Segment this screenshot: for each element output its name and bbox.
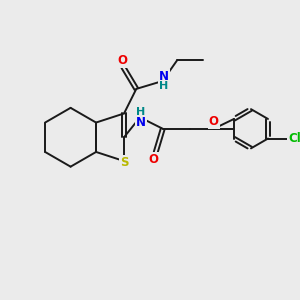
Text: Cl: Cl <box>288 132 300 145</box>
Text: O: O <box>149 153 159 166</box>
Text: O: O <box>209 116 219 128</box>
Text: N: N <box>136 116 146 129</box>
Text: H: H <box>159 81 168 91</box>
Text: O: O <box>117 54 127 67</box>
Text: N: N <box>159 70 169 83</box>
Text: H: H <box>136 107 146 117</box>
Text: S: S <box>120 155 128 169</box>
